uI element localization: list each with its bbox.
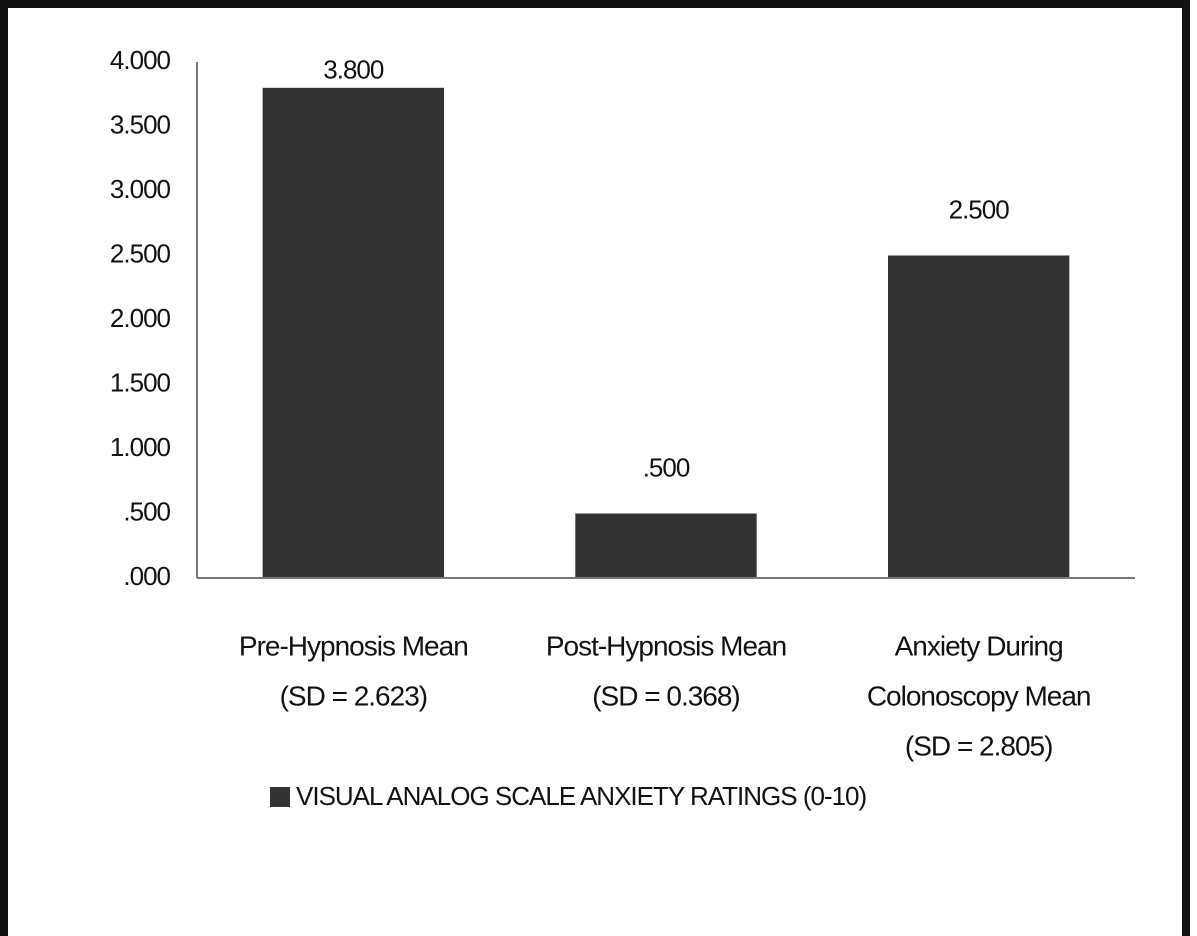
bar (262, 87, 445, 579)
legend-label: VISUAL ANALOG SCALE ANXIETY RATINGS (0-1… (296, 781, 867, 811)
data-label: .500 (643, 452, 690, 482)
y-tick-label: 2.000 (110, 303, 171, 333)
x-tick-label: (SD = 0.368) (592, 680, 740, 711)
x-tick-label: Anxiety During (895, 630, 1063, 661)
x-tick-label: (SD = 2.805) (905, 730, 1053, 761)
y-tick-label: 3.000 (110, 174, 171, 204)
legend-swatch (270, 787, 290, 807)
data-label: 2.500 (949, 194, 1010, 224)
bar (575, 513, 757, 578)
y-tick-label: 3.500 (110, 109, 171, 139)
x-tick-label: Pre-Hypnosis Mean (239, 630, 468, 661)
x-tick-label: (SD = 2.623) (280, 680, 428, 711)
y-tick-label: 4.000 (110, 45, 171, 75)
y-tick-label: .500 (123, 496, 170, 526)
x-tick-label: Post-Hypnosis Mean (546, 630, 786, 661)
bar (887, 255, 1070, 578)
y-tick-label: .000 (123, 561, 170, 591)
y-tick-label: 1.000 (110, 432, 171, 462)
y-tick-label: 2.500 (110, 238, 171, 268)
data-label: 3.800 (323, 55, 384, 85)
y-tick-label: 1.500 (110, 367, 171, 397)
x-tick-label: Colonoscopy Mean (867, 680, 1091, 711)
